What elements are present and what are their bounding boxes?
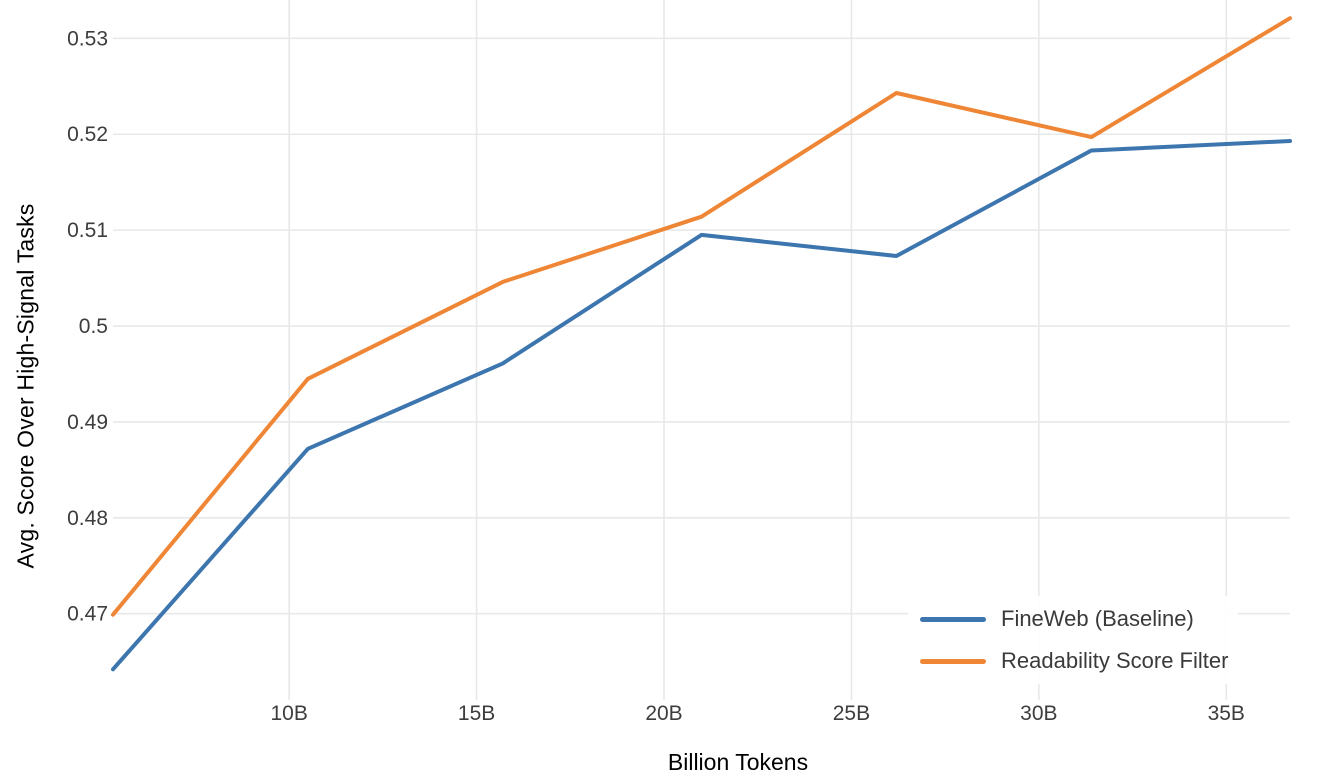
x-tick-label: 30B [1020, 702, 1057, 725]
y-tick-label: 0.5 [79, 315, 108, 338]
x-tick-label: 15B [458, 702, 495, 725]
legend-line-swatch-orange [920, 658, 986, 664]
legend-item-fineweb: FineWeb (Baseline) [920, 598, 1228, 640]
y-tick-label: 0.47 [67, 603, 108, 626]
x-tick-label: 10B [270, 702, 307, 725]
legend-item-readability: Readability Score Filter [920, 640, 1228, 682]
legend-line-swatch-blue [920, 616, 986, 622]
legend-label: Readability Score Filter [1001, 648, 1229, 673]
x-axis-title: Billion Tokens [667, 749, 809, 775]
chart-legend: FineWeb (Baseline) Readability Score Fil… [908, 596, 1239, 684]
y-axis-title: Avg. Score Over High-Signal Tasks [12, 203, 39, 569]
legend-label: FineWeb (Baseline) [1001, 606, 1194, 631]
y-tick-label: 0.52 [67, 123, 108, 146]
series-line-readability [111, 16, 1292, 617]
series-line-fineweb [111, 139, 1292, 672]
y-tick-label: 0.53 [67, 27, 108, 50]
y-tick-label: 0.48 [67, 507, 108, 530]
y-tick-label: 0.51 [67, 219, 108, 242]
x-tick-label: 20B [645, 702, 682, 725]
y-tick-label: 0.49 [67, 411, 108, 434]
x-tick-label: 25B [833, 702, 870, 725]
x-tick-label: 35B [1208, 702, 1245, 725]
